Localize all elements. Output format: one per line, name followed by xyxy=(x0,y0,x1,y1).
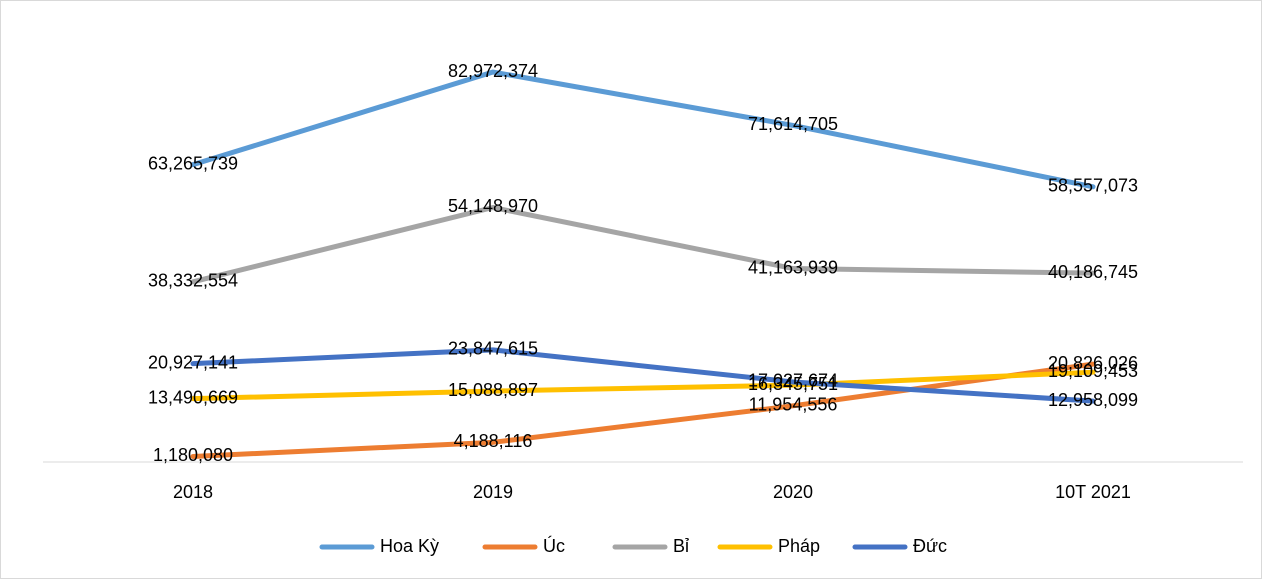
x-tick-label: 2018 xyxy=(173,482,213,502)
legend-label: Đức xyxy=(913,536,947,556)
data-label: 20,826,026 xyxy=(1048,353,1138,373)
series-line xyxy=(190,369,1096,402)
legend-label: Bỉ xyxy=(673,536,689,556)
x-tick-label: 2019 xyxy=(473,482,513,502)
series-line xyxy=(190,347,1096,404)
legend-label: Pháp xyxy=(778,536,820,556)
data-label: 16,345,751 xyxy=(748,374,838,394)
data-label: 23,847,615 xyxy=(448,339,538,359)
data-label: 1,180,080 xyxy=(153,445,233,465)
data-label: 15,088,897 xyxy=(448,380,538,400)
series-line xyxy=(190,361,1096,459)
data-label: 17,027,674 xyxy=(748,371,838,391)
data-label: 54,148,970 xyxy=(448,196,538,216)
data-label: 63,265,739 xyxy=(148,153,238,173)
data-label: 19,109,453 xyxy=(1048,361,1138,381)
data-label: 11,954,556 xyxy=(749,395,838,415)
legend-label: Hoa Kỳ xyxy=(380,536,439,556)
x-tick-label: 10T 2021 xyxy=(1055,482,1131,502)
series-line xyxy=(190,204,1096,285)
data-label: 41,163,939 xyxy=(748,257,838,277)
data-label: 4,188,116 xyxy=(454,431,533,451)
data-label: 58,557,073 xyxy=(1048,176,1138,196)
x-tick-label: 2020 xyxy=(773,482,813,502)
data-label: 40,186,745 xyxy=(1048,262,1138,282)
series-line xyxy=(190,69,1096,190)
data-label: 12,958,099 xyxy=(1048,390,1138,410)
data-label: 20,927,141 xyxy=(148,352,238,372)
data-label: 71,614,705 xyxy=(748,114,838,134)
data-label: 13,490,669 xyxy=(148,387,238,407)
legend-label: Úc xyxy=(543,535,565,556)
data-label: 38,332,554 xyxy=(148,271,238,291)
data-label: 82,972,374 xyxy=(448,61,538,81)
